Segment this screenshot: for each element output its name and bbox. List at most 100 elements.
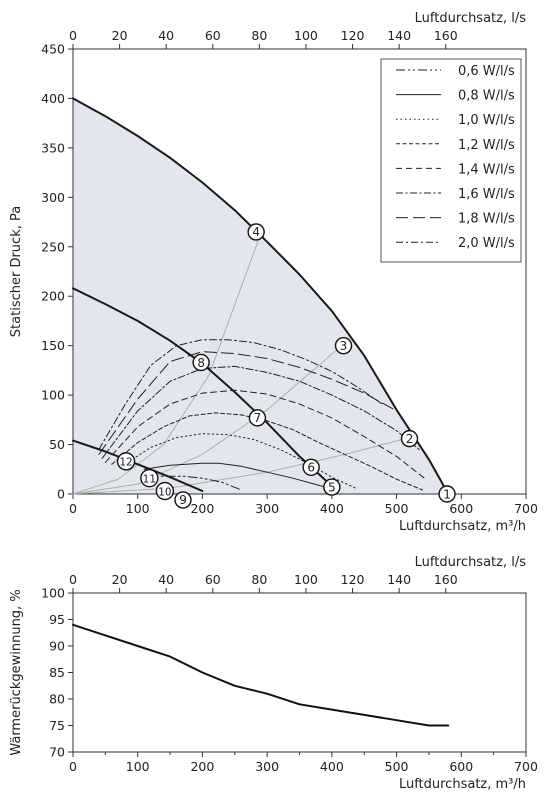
y-tick-label: 350 (41, 140, 65, 155)
point-marker (247, 223, 265, 241)
plot-frame (72, 48, 527, 495)
low-fan-curve (72, 439, 204, 492)
point-label: 8 (197, 356, 205, 370)
point-marker (334, 336, 353, 355)
heat-recovery-chart: 0 100 200 300 400 500 600 700 0 20 40 60 80 100 120 140… (9, 555, 538, 792)
series-line (98, 339, 385, 450)
x-top-tick-label: 120 (341, 28, 365, 43)
legend: 0,6 W/l/s 0,8 W/l/s 1,0 W/l/s 1,2 W/l/s 1,4 … (380, 58, 522, 263)
x-top-tick-label: 100 (294, 28, 318, 43)
x-tick-label: 300 (255, 501, 279, 516)
y-tick-label: 95 (49, 612, 65, 627)
x-top-tick-label: 80 (251, 28, 267, 43)
x-top-tick-label: 160 (434, 572, 458, 587)
x-tick-label: 500 (385, 759, 409, 774)
point-label: 1 (443, 487, 451, 501)
x-top-tick-label: 100 (294, 572, 318, 587)
legend-label: 0,8 W/l/s (458, 89, 515, 104)
x-tick-label: 500 (385, 501, 409, 516)
x-top-tick-label: 120 (341, 572, 365, 587)
x-top-tick-label: 40 (158, 28, 174, 43)
y-tick-label: 150 (41, 338, 65, 353)
y-axis-label: Statischer Druck, Pa (9, 206, 24, 337)
series-line (98, 351, 398, 455)
x-top-tick-label: 40 (158, 572, 174, 587)
y-tick-label: 400 (41, 91, 65, 106)
x-top-tick-label: 0 (69, 28, 77, 43)
y-tick-label: 0 (57, 487, 65, 502)
x-tick-label: 400 (320, 501, 344, 516)
x-top-tick-label: 80 (251, 572, 267, 587)
point-marker (192, 353, 210, 372)
x-tick-label: 100 (126, 501, 150, 516)
series-line (111, 412, 423, 491)
operating-area (73, 98, 449, 494)
point-label: 7 (254, 411, 262, 425)
y-tick-label: 100 (41, 388, 65, 403)
x-tick-label: 0 (69, 501, 77, 516)
point-label: 9 (179, 493, 187, 507)
x-tick-label: 700 (514, 501, 538, 516)
legend-label: 1,8 W/l/s (458, 212, 515, 227)
x-top-axis-label: Luftdurchsatz, l/s (415, 555, 527, 570)
system-curve-2 (72, 345, 343, 495)
y-tick-label: 100 (41, 586, 65, 601)
y-tick-label: 70 (49, 745, 65, 760)
point-marker (248, 409, 267, 427)
y-tick-label: 50 (49, 437, 65, 452)
point-label: 6 (307, 461, 315, 475)
point-marker (400, 429, 419, 448)
point-label: 4 (252, 225, 260, 239)
x-top-tick-label: 0 (69, 572, 77, 587)
point-marker (116, 452, 136, 471)
x-top-tick-label: 60 (205, 28, 221, 43)
point-marker (140, 468, 159, 488)
point-marker (302, 458, 320, 476)
point-marker (438, 485, 456, 503)
y-tick-label: 450 (41, 42, 65, 57)
legend-label: 1,0 W/l/s (458, 113, 515, 128)
legend-box (380, 58, 522, 263)
x-tick-label: 0 (69, 759, 77, 774)
legend-label: 1,4 W/l/s (458, 162, 515, 177)
point-label: 5 (328, 480, 336, 494)
x-axis-label: Luftdurchsatz, m³/h (399, 777, 526, 792)
series-line (143, 475, 242, 491)
point-label: 12 (119, 457, 132, 469)
y-tick-label: 75 (49, 718, 65, 733)
point-marker (174, 491, 192, 509)
point-marker (155, 481, 175, 501)
y-axis-label: Wärmerückgewinnung, % (9, 589, 24, 755)
x-tick-label: 100 (126, 759, 150, 774)
x-tick-label: 600 (449, 501, 473, 516)
y-tick-label: 80 (49, 692, 65, 707)
point-label: 3 (340, 339, 348, 353)
point-label: 2 (406, 432, 414, 446)
x-top-tick-label: 160 (434, 28, 458, 43)
system-curve-1 (72, 233, 262, 495)
x-top-tick-label: 60 (205, 572, 221, 587)
y-tick-label: 90 (49, 639, 65, 654)
series-line (143, 462, 326, 488)
x-top-tick-label: 140 (387, 28, 411, 43)
legend-label: 1,6 W/l/s (458, 187, 515, 202)
legend-label: 1,2 W/l/s (458, 138, 515, 153)
series-line (104, 389, 427, 480)
x-tick-label: 700 (514, 759, 538, 774)
x-axis-label: Luftdurchsatz, m³/h (399, 519, 526, 534)
y-tick-label: 200 (41, 289, 65, 304)
series-line (101, 365, 420, 459)
x-top-tick-label: 20 (112, 28, 128, 43)
x-tick-label: 300 (255, 759, 279, 774)
x-top-tick-label: 140 (387, 572, 411, 587)
y-tick-label: 85 (49, 665, 65, 680)
y-tick-label: 300 (41, 190, 65, 205)
legend-label: 0,6 W/l/s (458, 64, 515, 79)
x-tick-label: 200 (190, 759, 214, 774)
heat-recovery-line (72, 623, 450, 727)
max-fan-curve (72, 97, 450, 495)
x-tick-label: 600 (449, 759, 473, 774)
x-top-axis-label: Luftdurchsatz, l/s (415, 11, 527, 26)
